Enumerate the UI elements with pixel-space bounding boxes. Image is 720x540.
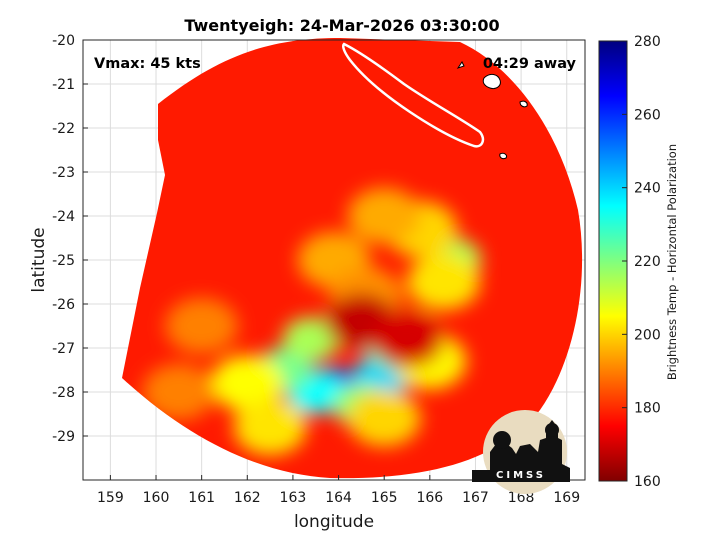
x-tick-label: 160 bbox=[143, 490, 170, 506]
logo-dish-icon bbox=[493, 431, 511, 449]
feature-blob bbox=[347, 390, 421, 447]
colorbar-tick-label: 180 bbox=[634, 401, 661, 417]
y-tick-label: -27 bbox=[52, 341, 75, 357]
logo-silhouette bbox=[472, 420, 570, 482]
y-tick-label: -21 bbox=[52, 77, 75, 93]
cimss-logo: CIMSS bbox=[472, 410, 570, 494]
feature-blob bbox=[407, 254, 480, 310]
y-tick-label: -25 bbox=[52, 253, 75, 269]
feature-blob bbox=[142, 364, 216, 420]
x-tick-label: 168 bbox=[508, 490, 535, 506]
y-tick-label: -24 bbox=[52, 209, 75, 225]
y-tick-label: -23 bbox=[52, 165, 75, 181]
storm-features bbox=[142, 188, 482, 456]
feature-blob bbox=[165, 298, 239, 354]
colorbar-tick-label: 260 bbox=[634, 107, 661, 123]
x-tick-label: 169 bbox=[553, 490, 580, 506]
y-tick-label: -26 bbox=[52, 297, 75, 313]
colorbar-ticks: 280 260 240 220 200 180 160 bbox=[622, 34, 661, 490]
feature-blob bbox=[370, 311, 444, 368]
chart-title: Twentyeigh: 24-Mar-2026 03:30:00 bbox=[184, 16, 499, 35]
y-axis-ticks: -20 -21 -22 -23 -24 -25 -26 -27 -28 -29 bbox=[52, 33, 88, 445]
feature-blob bbox=[282, 317, 340, 362]
x-tick-label: 164 bbox=[325, 490, 352, 506]
time-away-annotation: 04:29 away bbox=[483, 56, 577, 72]
plot-area bbox=[82, 38, 586, 481]
logo-dome-icon bbox=[545, 423, 559, 437]
logo-text: CIMSS bbox=[496, 470, 546, 481]
x-tick-label: 166 bbox=[416, 490, 443, 506]
colorbar-tick-label: 240 bbox=[634, 181, 661, 197]
x-tick-label: 163 bbox=[280, 490, 307, 506]
x-tick-label: 165 bbox=[371, 490, 398, 506]
coastline-loyalty-islands bbox=[456, 61, 528, 160]
y-tick-label: -29 bbox=[52, 429, 75, 445]
colorbar-tick-label: 220 bbox=[634, 254, 661, 270]
colorbar-tick-label: 280 bbox=[634, 34, 661, 50]
feature-blob bbox=[233, 399, 307, 456]
x-tick-label: 159 bbox=[97, 490, 124, 506]
x-axis-label: longitude bbox=[294, 512, 374, 532]
colorbar: 280 260 240 220 200 180 160 Brightness Temp - … bbox=[598, 34, 679, 490]
vmax-annotation: Vmax: 45 kts bbox=[94, 56, 201, 72]
swath bbox=[122, 38, 583, 479]
y-axis-label: latitude bbox=[29, 227, 49, 292]
x-tick-label: 167 bbox=[462, 490, 489, 506]
x-tick-label: 161 bbox=[188, 490, 215, 506]
feature-blob bbox=[210, 355, 284, 412]
colorbar-tick-label: 200 bbox=[634, 327, 661, 343]
feature-blob bbox=[347, 188, 421, 244]
y-tick-label: -20 bbox=[52, 33, 75, 49]
y-tick-label: -22 bbox=[52, 121, 75, 137]
y-tick-label: -28 bbox=[52, 385, 75, 401]
coastline-new-caledonia bbox=[342, 42, 485, 148]
x-tick-label: 162 bbox=[234, 490, 261, 506]
colorbar-tick-label: 160 bbox=[634, 474, 661, 490]
colorbar-label: Brightness Temp - Horizontal Polarizatio… bbox=[665, 144, 679, 380]
x-axis-ticks: 159 160 161 162 163 164 165 166 167 168 169 bbox=[97, 475, 580, 506]
